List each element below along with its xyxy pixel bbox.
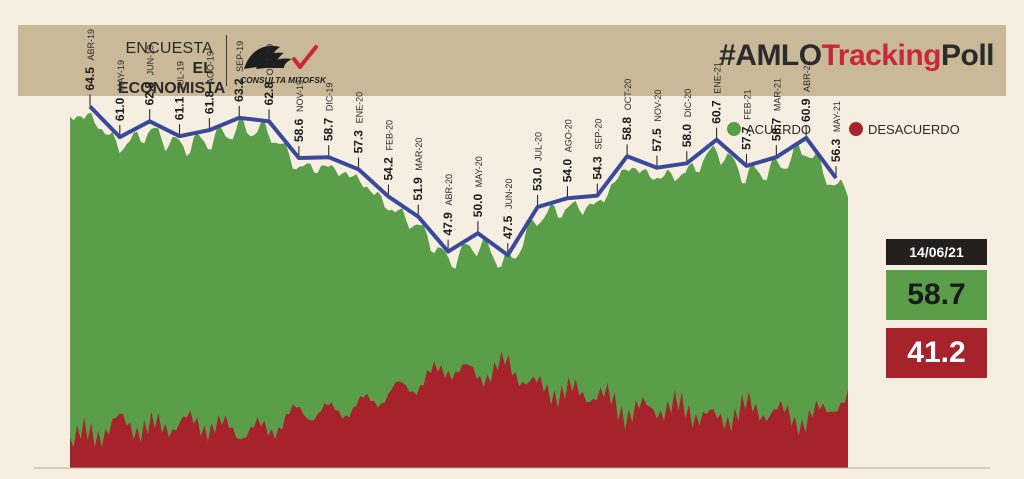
legend-label-desacuerdo: DESACUERDO [868, 122, 960, 137]
month-label: MAY-21 [832, 101, 842, 132]
month-label: DIC-20 [683, 89, 693, 118]
month-label: AGO-20 [563, 119, 573, 152]
value-label: 58.7 [769, 117, 783, 141]
month-label: MAR-20 [414, 138, 424, 171]
hashtag-title: #AMLOTrackingPoll [719, 39, 994, 73]
value-label: 61.1 [173, 97, 187, 121]
month-label: ENE-20 [355, 92, 365, 124]
desacuerdo-area [70, 351, 848, 468]
header-divider [226, 35, 227, 86]
header-bar: ENCUESTA EL ECONOMISTA CONSULTA MITOFSKY… [18, 25, 1006, 99]
value-label: 58.8 [620, 117, 634, 141]
value-label: 61.8 [202, 90, 216, 114]
month-label: OCT-19 [265, 44, 275, 76]
month-label: FEB-20 [384, 120, 394, 151]
value-label: 58.6 [292, 118, 306, 142]
acuerdo-area [70, 112, 848, 468]
value-label: 54.2 [381, 157, 395, 181]
value-label: 58.0 [680, 124, 694, 148]
month-label: ENE-21 [713, 62, 723, 94]
brand-block: ENCUESTA EL ECONOMISTA [118, 39, 226, 99]
month-label: NOV-19 [295, 80, 305, 112]
chart-areas [34, 112, 990, 469]
chart-line [88, 105, 838, 258]
chart-labels: 64.5 ABR-19 61.0 MAY-19 62.8 JUN-19 61.1 JUL-19… [83, 29, 843, 256]
month-label: NOV-20 [653, 90, 663, 122]
value-label: 53.0 [531, 167, 545, 191]
value-label: 57.5 [650, 128, 664, 152]
brand-line-encuesta: ENCUESTA [125, 40, 213, 57]
hashtag-suffix: Poll [940, 39, 995, 72]
value-label: 54.3 [590, 156, 604, 180]
value-label: 60.7 [710, 100, 724, 124]
month-label: JUL-20 [534, 132, 544, 161]
value-label: 47.5 [501, 215, 515, 239]
month-label: ABR-21 [802, 60, 812, 92]
month-label: OCT-20 [623, 79, 633, 111]
summary-desacuerdo-value: 41.2 [886, 328, 987, 378]
legend-item-acuerdo: ACUERDO [727, 122, 811, 137]
legend-dot-acuerdo [727, 122, 741, 136]
month-label: JUL-19 [176, 61, 186, 90]
month-label: ABR-20 [444, 174, 454, 206]
value-label: 63.2 [232, 78, 246, 102]
summary-date: 14/06/21 [886, 239, 987, 265]
month-label: JUN-20 [504, 179, 514, 210]
month-label: FEB-21 [742, 89, 752, 120]
month-label: JUN-19 [146, 45, 156, 76]
legend-label-acuerdo: ACUERDO [746, 122, 812, 137]
acuerdo-series-line [88, 105, 838, 258]
value-label: 56.3 [829, 138, 843, 162]
month-label: MAR-21 [772, 78, 782, 111]
legend-dot-desacuerdo [849, 122, 863, 136]
month-label: AGO-19 [205, 51, 215, 84]
month-label: DIC-19 [325, 83, 335, 112]
value-label: 62.8 [262, 82, 276, 106]
value-label: 47.9 [441, 212, 455, 236]
value-label: 60.9 [799, 98, 813, 122]
legend-item-desacuerdo: DESACUERDO [849, 122, 960, 137]
consulta-mitofsky-logo: CONSULTA MITOFSKY [236, 35, 333, 87]
value-label: 64.5 [83, 67, 97, 91]
month-label: MAY-19 [116, 60, 126, 91]
logo-text: CONSULTA MITOFSKY [240, 75, 326, 85]
value-label: 51.9 [411, 177, 425, 201]
brand-line-el-economista: EL ECONOMISTA [118, 60, 226, 97]
hashtag-tracking: Tracking [821, 39, 942, 72]
summary-acuerdo-value: 58.7 [886, 270, 987, 320]
value-label: 57.3 [352, 130, 366, 154]
hashtag-prefix: #AMLO [719, 39, 822, 72]
value-label: 57.7 [739, 126, 753, 150]
value-label: 61.0 [113, 97, 127, 121]
month-label: MAY-20 [474, 156, 484, 187]
value-label: 62.8 [143, 82, 157, 106]
month-label: ABR-19 [86, 29, 96, 61]
month-label: SEP-20 [593, 119, 603, 150]
value-label: 54.0 [560, 159, 574, 183]
value-label: 58.7 [322, 117, 336, 141]
value-label: 50.0 [471, 194, 485, 218]
month-label: SEP-19 [235, 41, 245, 72]
